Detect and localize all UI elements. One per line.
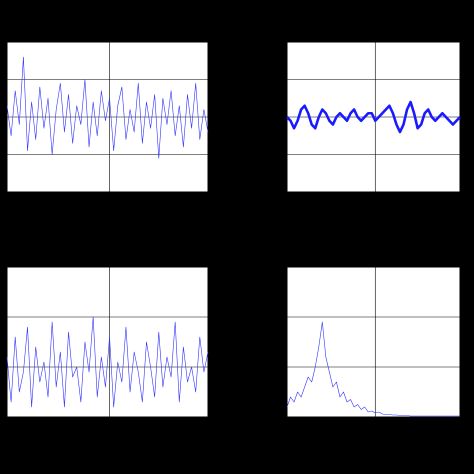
x-tick-label: 49 bbox=[454, 421, 466, 432]
y-tick-label: 0 bbox=[0, 112, 4, 123]
y-tick-label: 0 bbox=[278, 112, 284, 123]
y-tick-label: -1 bbox=[275, 149, 284, 160]
data-line bbox=[286, 100, 461, 134]
y-tick-label: 2 bbox=[0, 312, 4, 323]
y-tick-label: -2 bbox=[275, 187, 284, 198]
x-tick-label: 0 bbox=[4, 421, 10, 432]
data-line bbox=[6, 56, 209, 159]
y-tick-label: 1 bbox=[0, 74, 4, 85]
y-tick-label: 2 bbox=[0, 37, 4, 48]
y-tick-label: -2 bbox=[0, 187, 4, 198]
x-tick-label: 49 bbox=[202, 196, 214, 207]
y-tick-label: 3 bbox=[0, 262, 4, 273]
y-tick-label: 2 bbox=[278, 37, 284, 48]
y-tick-label: 1 bbox=[278, 74, 284, 85]
plot-area bbox=[6, 266, 209, 418]
x-tick-label: 25 bbox=[104, 421, 116, 432]
x-tick-label: 0 bbox=[284, 196, 290, 207]
y-tick-label: 3 bbox=[278, 262, 284, 273]
y-tick-label: -1 bbox=[0, 149, 4, 160]
x-tick-label: 0 bbox=[4, 196, 10, 207]
data-line bbox=[286, 321, 460, 417]
y-tick-label: 0 bbox=[0, 412, 4, 423]
y-tick-label: 2 bbox=[278, 312, 284, 323]
data-line bbox=[6, 316, 209, 408]
x-tick-label: 25 bbox=[370, 196, 382, 207]
x-tick-label: 49 bbox=[202, 421, 214, 432]
y-tick-label: 1 bbox=[0, 362, 4, 373]
y-tick-label: 0 bbox=[278, 412, 284, 423]
y-tick-label: 1 bbox=[278, 362, 284, 373]
x-tick-label: 25 bbox=[104, 196, 116, 207]
x-tick-label: 0 bbox=[284, 421, 290, 432]
x-tick-label: 49 bbox=[454, 196, 466, 207]
plot-area bbox=[286, 266, 461, 418]
x-tick-label: 25 bbox=[370, 421, 382, 432]
